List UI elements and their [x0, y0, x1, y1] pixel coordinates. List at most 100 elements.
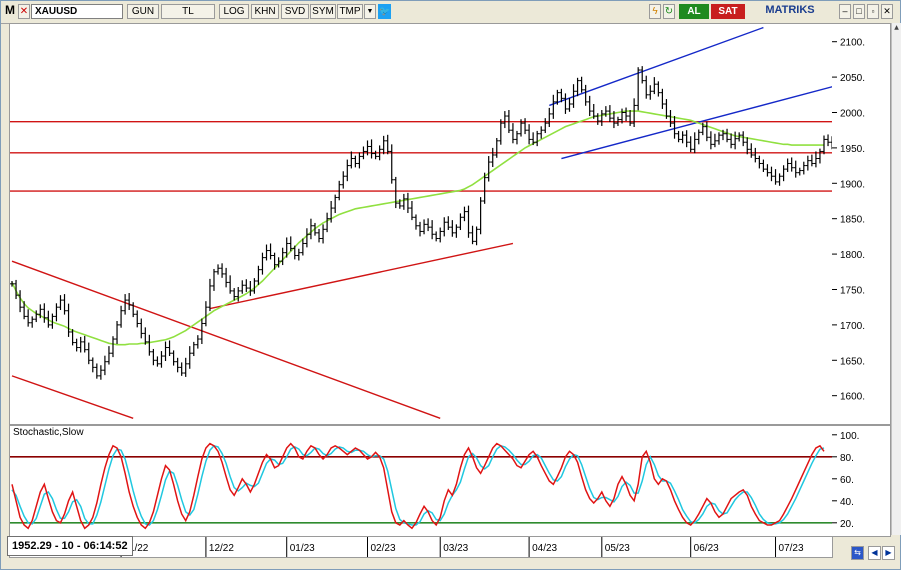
ohlc-bar: [50, 313, 55, 329]
dropdown-arrow-icon[interactable]: ▼: [364, 4, 376, 19]
ohlc-bar: [304, 228, 309, 248]
ohlc-bar: [781, 165, 786, 182]
ohlc-bar: [211, 268, 216, 291]
ohlc-bar: [454, 224, 459, 238]
toolbar-button-khn[interactable]: KHN: [251, 4, 279, 19]
ohlc-bar: [284, 237, 289, 258]
ohlc-bar: [446, 216, 451, 231]
ohlc-bar: [252, 278, 257, 294]
ohlc-bar: [777, 173, 782, 186]
ohlc-bar: [365, 140, 370, 156]
ohlc-bar: [216, 264, 221, 275]
ohlc-bar: [62, 294, 67, 315]
vertical-scrollbar[interactable]: ▲: [891, 23, 901, 535]
price-tick-label: 2000.: [840, 108, 865, 119]
ohlc-bar: [308, 218, 313, 240]
stochastic-line: [11, 444, 825, 526]
minimize-icon[interactable]: –: [839, 4, 851, 19]
toolbar-button-tmp[interactable]: TMP: [337, 4, 363, 19]
twitter-bird-icon[interactable]: 🐦: [378, 4, 391, 19]
close-symbol-icon[interactable]: ✕: [18, 4, 30, 19]
ohlc-bar: [26, 309, 31, 327]
ohlc-bar: [292, 245, 297, 260]
ohlc-bar: [385, 134, 390, 155]
ohlc-bar: [462, 206, 467, 222]
ohlc-bar: [232, 288, 237, 301]
buy-button[interactable]: AL: [679, 4, 709, 19]
price-axis-labels: 1600. 1650. 1700. 1750. 1800. 1850. 1900. 1950.…: [832, 38, 865, 403]
ohlc-bar: [664, 99, 669, 119]
date-tick-label: 11/22: [124, 543, 149, 554]
ohlc-bar: [373, 150, 378, 160]
date-tick-label: 03/23: [443, 543, 468, 554]
stochastic-axis-labels: 20. 40. 60. 80. 100.: [832, 431, 859, 530]
ohlc-bar: [115, 320, 120, 344]
maximize-icon[interactable]: □: [853, 4, 865, 19]
symbol-input[interactable]: XAUUSD: [31, 4, 123, 19]
ohlc-bar: [789, 157, 794, 172]
ohlc-bar: [434, 231, 439, 242]
ohlc-bar: [801, 161, 806, 175]
ohlc-bar: [514, 130, 519, 145]
ohlc-bar: [228, 275, 233, 294]
ohlc-bar: [175, 357, 180, 373]
ohlc-bar: [785, 158, 790, 172]
scroll-right-icon[interactable]: ▶: [882, 546, 895, 560]
ohlc-bar: [636, 67, 641, 111]
stochastic-line: [11, 442, 825, 530]
ohlc-bar: [769, 166, 774, 182]
ohlc-bar: [10, 280, 14, 287]
ohlc-bar: [543, 118, 548, 134]
lightning-icon[interactable]: ϟ: [649, 4, 661, 19]
ohlc-bar: [46, 310, 51, 328]
refresh-icon[interactable]: ↻: [663, 4, 675, 19]
ohlc-bar: [797, 167, 802, 176]
scroll-up-icon[interactable]: ▲: [894, 24, 899, 31]
ohlc-bar: [357, 152, 362, 169]
ohlc-bar: [240, 280, 245, 294]
ohlc-bar: [579, 76, 584, 93]
ohlc-bar: [38, 304, 43, 319]
toolbar: M ✕ XAUUSD GUN TL LOG KHN SVD SYM TMP ▼ …: [1, 1, 900, 24]
ohlc-bar: [139, 318, 144, 339]
ohlc-bar: [494, 137, 499, 158]
date-tick-label: 07/23: [779, 543, 804, 554]
ohlc-bar: [599, 110, 604, 126]
toolbar-button-svd[interactable]: SVD: [281, 4, 309, 19]
sync-icon[interactable]: ⇆: [851, 546, 864, 560]
ohlc-bar: [555, 89, 560, 105]
ohlc-bar: [418, 221, 423, 237]
ohlc-bar: [506, 110, 511, 134]
price-tick-label: 1950.: [840, 144, 865, 155]
toolbar-button-gun[interactable]: GUN: [127, 4, 159, 19]
price-tick-label: 1800.: [840, 250, 865, 261]
ohlc-bar: [397, 199, 402, 209]
ohlc-bar: [531, 132, 536, 146]
ohlc-bar: [220, 263, 225, 278]
toolbar-button-sym[interactable]: SYM: [310, 4, 336, 19]
ohlc-bar: [401, 193, 406, 210]
price-chart-area[interactable]: [9, 23, 901, 425]
stochastic-chart-area[interactable]: [9, 425, 833, 537]
ohlc-bar: [603, 106, 608, 117]
ohlc-bar: [486, 156, 491, 182]
toolbar-button-tl[interactable]: TL: [161, 4, 215, 19]
ohlc-bar: [30, 316, 35, 328]
close-window-icon[interactable]: ✕: [881, 4, 893, 19]
restore-icon[interactable]: ▫: [867, 4, 879, 19]
scroll-left-icon[interactable]: ◀: [868, 546, 881, 560]
ohlc-bar: [147, 334, 152, 356]
ohlc-bar: [692, 132, 697, 154]
ohlc-bar: [470, 225, 475, 245]
ohlc-bar: [502, 111, 507, 129]
ohlc-bar: [341, 171, 346, 189]
toolbar-button-log[interactable]: LOG: [219, 4, 249, 19]
ohlc-bar: [632, 98, 637, 128]
stochastic-chart: [10, 442, 832, 530]
date-axis-labels: 11/22 12/22 01/23 02/23 03/23 04/23 05/23 06/23…: [120, 537, 804, 557]
ohlc-bar: [490, 147, 495, 168]
ohlc-bar: [688, 136, 693, 153]
ohlc-bar: [191, 341, 196, 357]
price-chart: [10, 26, 901, 419]
sell-button[interactable]: SAT: [711, 4, 745, 19]
